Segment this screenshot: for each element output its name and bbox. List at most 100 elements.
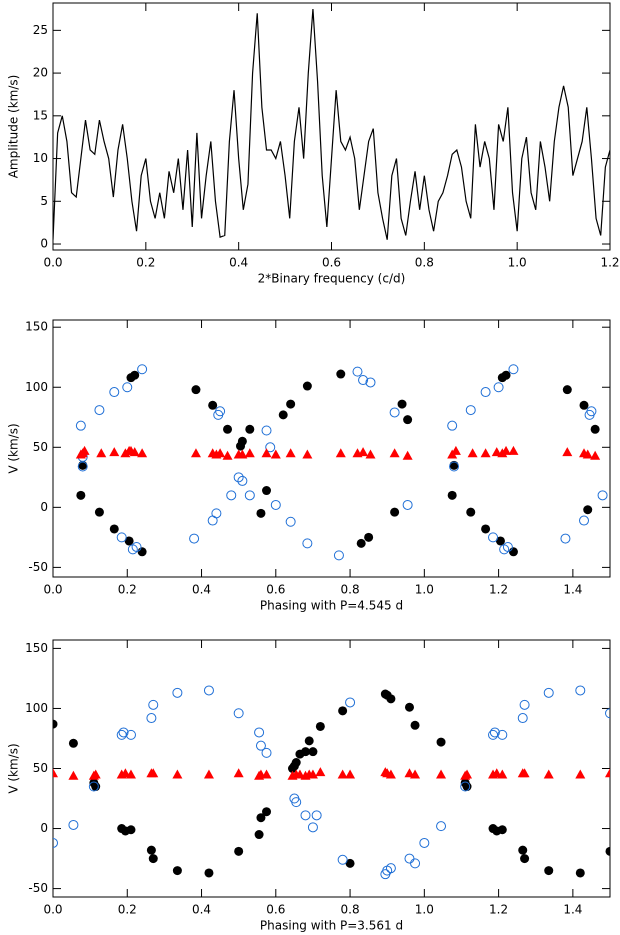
open-point xyxy=(53,837,58,848)
filled-point xyxy=(544,866,554,876)
triangle-point xyxy=(335,448,346,458)
open-point xyxy=(244,490,255,501)
open-point xyxy=(389,407,400,418)
open-point xyxy=(265,442,276,453)
triangle-point xyxy=(172,769,183,779)
filled-point xyxy=(338,706,348,716)
open-point xyxy=(270,499,281,510)
filled-point xyxy=(447,490,457,500)
y-axis-label: V (km/s) xyxy=(7,743,21,793)
open-point xyxy=(291,797,302,808)
triangle-point xyxy=(270,449,281,459)
plot-area xyxy=(75,364,608,561)
open-point xyxy=(597,490,608,501)
filled-point xyxy=(53,719,58,729)
x-tick-label: 0.2 xyxy=(118,583,137,597)
open-point xyxy=(575,685,586,696)
triangle-point xyxy=(543,769,554,779)
filled-point xyxy=(245,424,255,434)
filled-point xyxy=(466,507,476,517)
x-tick-label: 0.0 xyxy=(43,583,62,597)
x-axis-label: Phasing with P=3.561 d xyxy=(260,919,403,933)
open-point xyxy=(116,532,127,543)
open-point xyxy=(237,475,248,486)
filled-point xyxy=(481,524,491,534)
filled-point xyxy=(508,547,518,557)
filled-point xyxy=(76,490,86,500)
x-tick-label: 0.8 xyxy=(341,903,360,917)
filled-point xyxy=(390,507,400,517)
open-point xyxy=(460,781,471,792)
triangle-point xyxy=(53,768,58,778)
open-point xyxy=(365,377,376,388)
filled-point xyxy=(518,845,528,855)
open-point xyxy=(449,461,460,472)
open-point xyxy=(311,810,322,821)
y-tick-label: 0 xyxy=(40,821,48,835)
plot-frame xyxy=(52,2,611,251)
triangle-point xyxy=(68,770,79,780)
filled-point xyxy=(302,381,312,391)
x-tick-label: 0.6 xyxy=(322,256,341,270)
triangle-point xyxy=(467,448,478,458)
y-tick-label: 150 xyxy=(25,641,48,655)
filled-point xyxy=(254,830,264,840)
filled-point xyxy=(291,757,301,767)
y-tick-label: 100 xyxy=(25,701,48,715)
filled-point xyxy=(191,385,201,395)
triangle-point xyxy=(285,448,296,458)
y-tick-label: 20 xyxy=(33,66,48,80)
triangle-point xyxy=(129,447,140,457)
triangle-point xyxy=(261,769,272,779)
x-tick-label: 0.6 xyxy=(266,583,285,597)
open-point xyxy=(137,364,148,375)
open-point xyxy=(502,541,513,552)
open-point xyxy=(211,508,222,519)
y-tick-label: -50 xyxy=(28,881,48,895)
triangle-point xyxy=(590,450,601,460)
triangle-point xyxy=(203,769,214,779)
x-axis-label: 2*Binary frequency (c/d) xyxy=(258,272,406,286)
triangle-point xyxy=(508,445,519,455)
open-point xyxy=(480,387,491,398)
triangle-point xyxy=(337,769,348,779)
open-point xyxy=(358,375,369,386)
x-tick-label: 0.4 xyxy=(229,256,248,270)
x-tick-label: 0.0 xyxy=(43,903,62,917)
triangle-point xyxy=(389,448,400,458)
y-tick-label: 50 xyxy=(33,440,48,454)
triangle-point xyxy=(190,448,201,458)
open-point xyxy=(402,499,413,510)
triangle-point xyxy=(96,448,107,458)
triangle-point xyxy=(365,449,376,459)
filled-point xyxy=(403,415,413,425)
open-point xyxy=(75,420,86,431)
triangle-point xyxy=(302,449,313,459)
open-point xyxy=(307,822,318,833)
x-tick-label: 1.0 xyxy=(415,583,434,597)
open-point xyxy=(410,858,421,869)
filled-point xyxy=(590,424,600,434)
x-axis-label: Phasing with P=4.545 d xyxy=(260,599,403,613)
x-tick-label: 0.0 xyxy=(43,256,62,270)
filled-point xyxy=(256,813,266,823)
y-tick-label: 15 xyxy=(33,108,48,122)
filled-point xyxy=(78,460,88,470)
triangle-point xyxy=(125,769,136,779)
triangle-point xyxy=(575,769,586,779)
filled-point xyxy=(449,460,459,470)
filled-point xyxy=(126,825,136,835)
open-point xyxy=(233,472,244,483)
filled-point xyxy=(304,736,314,746)
x-tick-label: 1.2 xyxy=(489,583,508,597)
open-point xyxy=(116,729,127,740)
y-tick-label: 0 xyxy=(40,500,48,514)
filled-point xyxy=(94,507,104,517)
open-point xyxy=(300,810,311,821)
filled-point xyxy=(364,532,374,542)
x-tick-label: 0.8 xyxy=(415,256,434,270)
x-tick-label: 1.4 xyxy=(563,583,582,597)
triangle-point xyxy=(345,769,356,779)
open-point xyxy=(254,727,265,738)
